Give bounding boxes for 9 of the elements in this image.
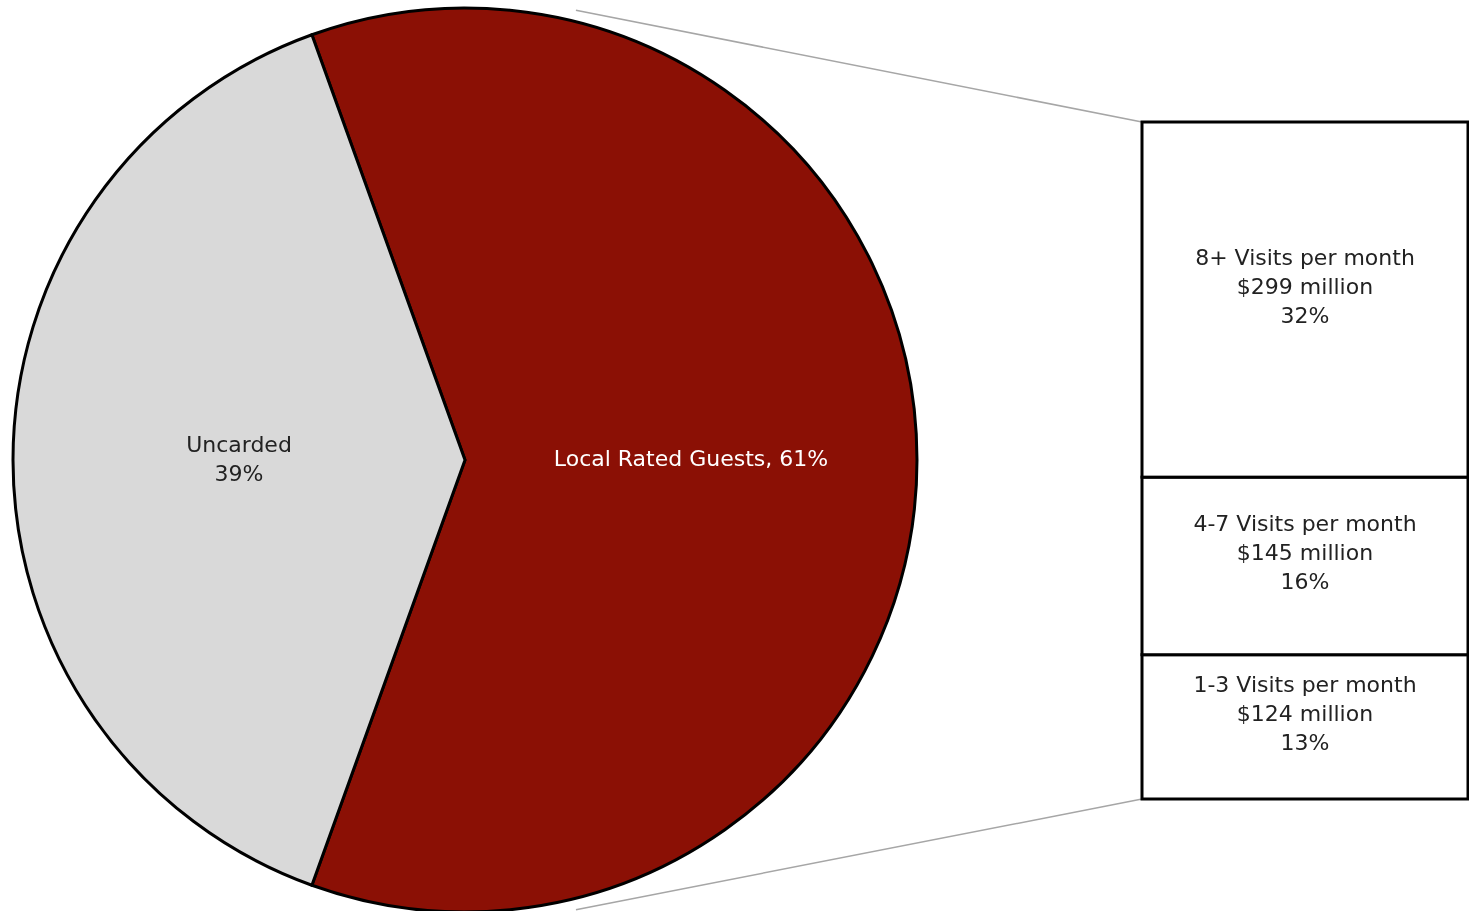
series-label: 8+ Visits per month (1195, 244, 1415, 270)
data-label: $124 million 13% (1236, 700, 1374, 755)
data-label: $145 million 16% (1236, 539, 1374, 594)
slice-label: Uncarded (186, 431, 292, 457)
series-label: 4-7 Visits per month (1193, 510, 1417, 536)
data-label: 39% (214, 460, 264, 486)
series-label: 1-3 Visits per month (1193, 671, 1417, 697)
data-label: $299 million 32% (1236, 273, 1374, 328)
slice-label: Local Rated Guests, 61% (553, 446, 829, 471)
